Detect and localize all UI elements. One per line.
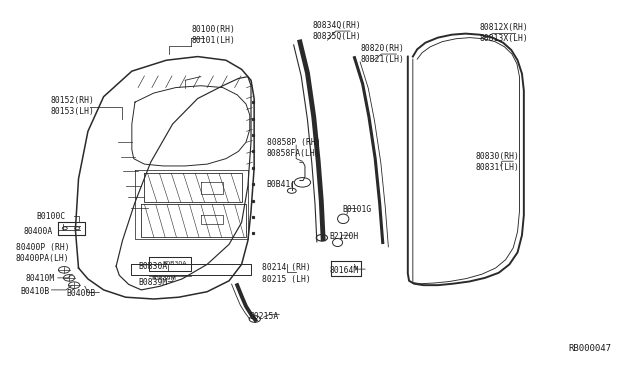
Text: B0B30A: B0B30A [138,262,168,271]
Text: 80100(RH)
80101(LH): 80100(RH) 80101(LH) [191,25,236,45]
Text: B0101G: B0101G [342,205,371,214]
Text: 80858P (RH)
80858FA(LH): 80858P (RH) 80858FA(LH) [267,138,320,158]
Text: 80410M: 80410M [25,275,54,283]
Text: 80830(RH)
80831(LH): 80830(RH) 80831(LH) [476,152,520,172]
Text: B2120H: B2120H [330,232,358,241]
Text: RB000047: RB000047 [569,344,612,353]
Text: 80834Q(RH)
80835Q(LH): 80834Q(RH) 80835Q(LH) [312,21,361,41]
Text: B0100C: B0100C [36,212,66,221]
Text: B0839M: B0839M [138,278,168,287]
Text: B0215A: B0215A [250,312,279,321]
Text: 80820(RH)
80B21(LH): 80820(RH) 80B21(LH) [361,44,404,64]
Text: 80400P (RH)
80400PA(LH): 80400P (RH) 80400PA(LH) [16,243,69,263]
Text: B0400B: B0400B [66,289,95,298]
Text: 80839M: 80839M [152,276,177,282]
Text: B0410B: B0410B [20,287,49,296]
Text: 80400A: 80400A [24,227,53,236]
Text: B0B41: B0B41 [267,180,291,189]
Text: 80164M: 80164M [330,266,358,275]
Text: 80214 (RH)
80215 (LH): 80214 (RH) 80215 (LH) [262,263,311,283]
Text: 80812X(RH)
80813X(LH): 80812X(RH) 80813X(LH) [480,23,529,43]
Text: 80152(RH)
80153(LH): 80152(RH) 80153(LH) [51,96,94,116]
Text: B0B30A: B0B30A [162,261,186,266]
